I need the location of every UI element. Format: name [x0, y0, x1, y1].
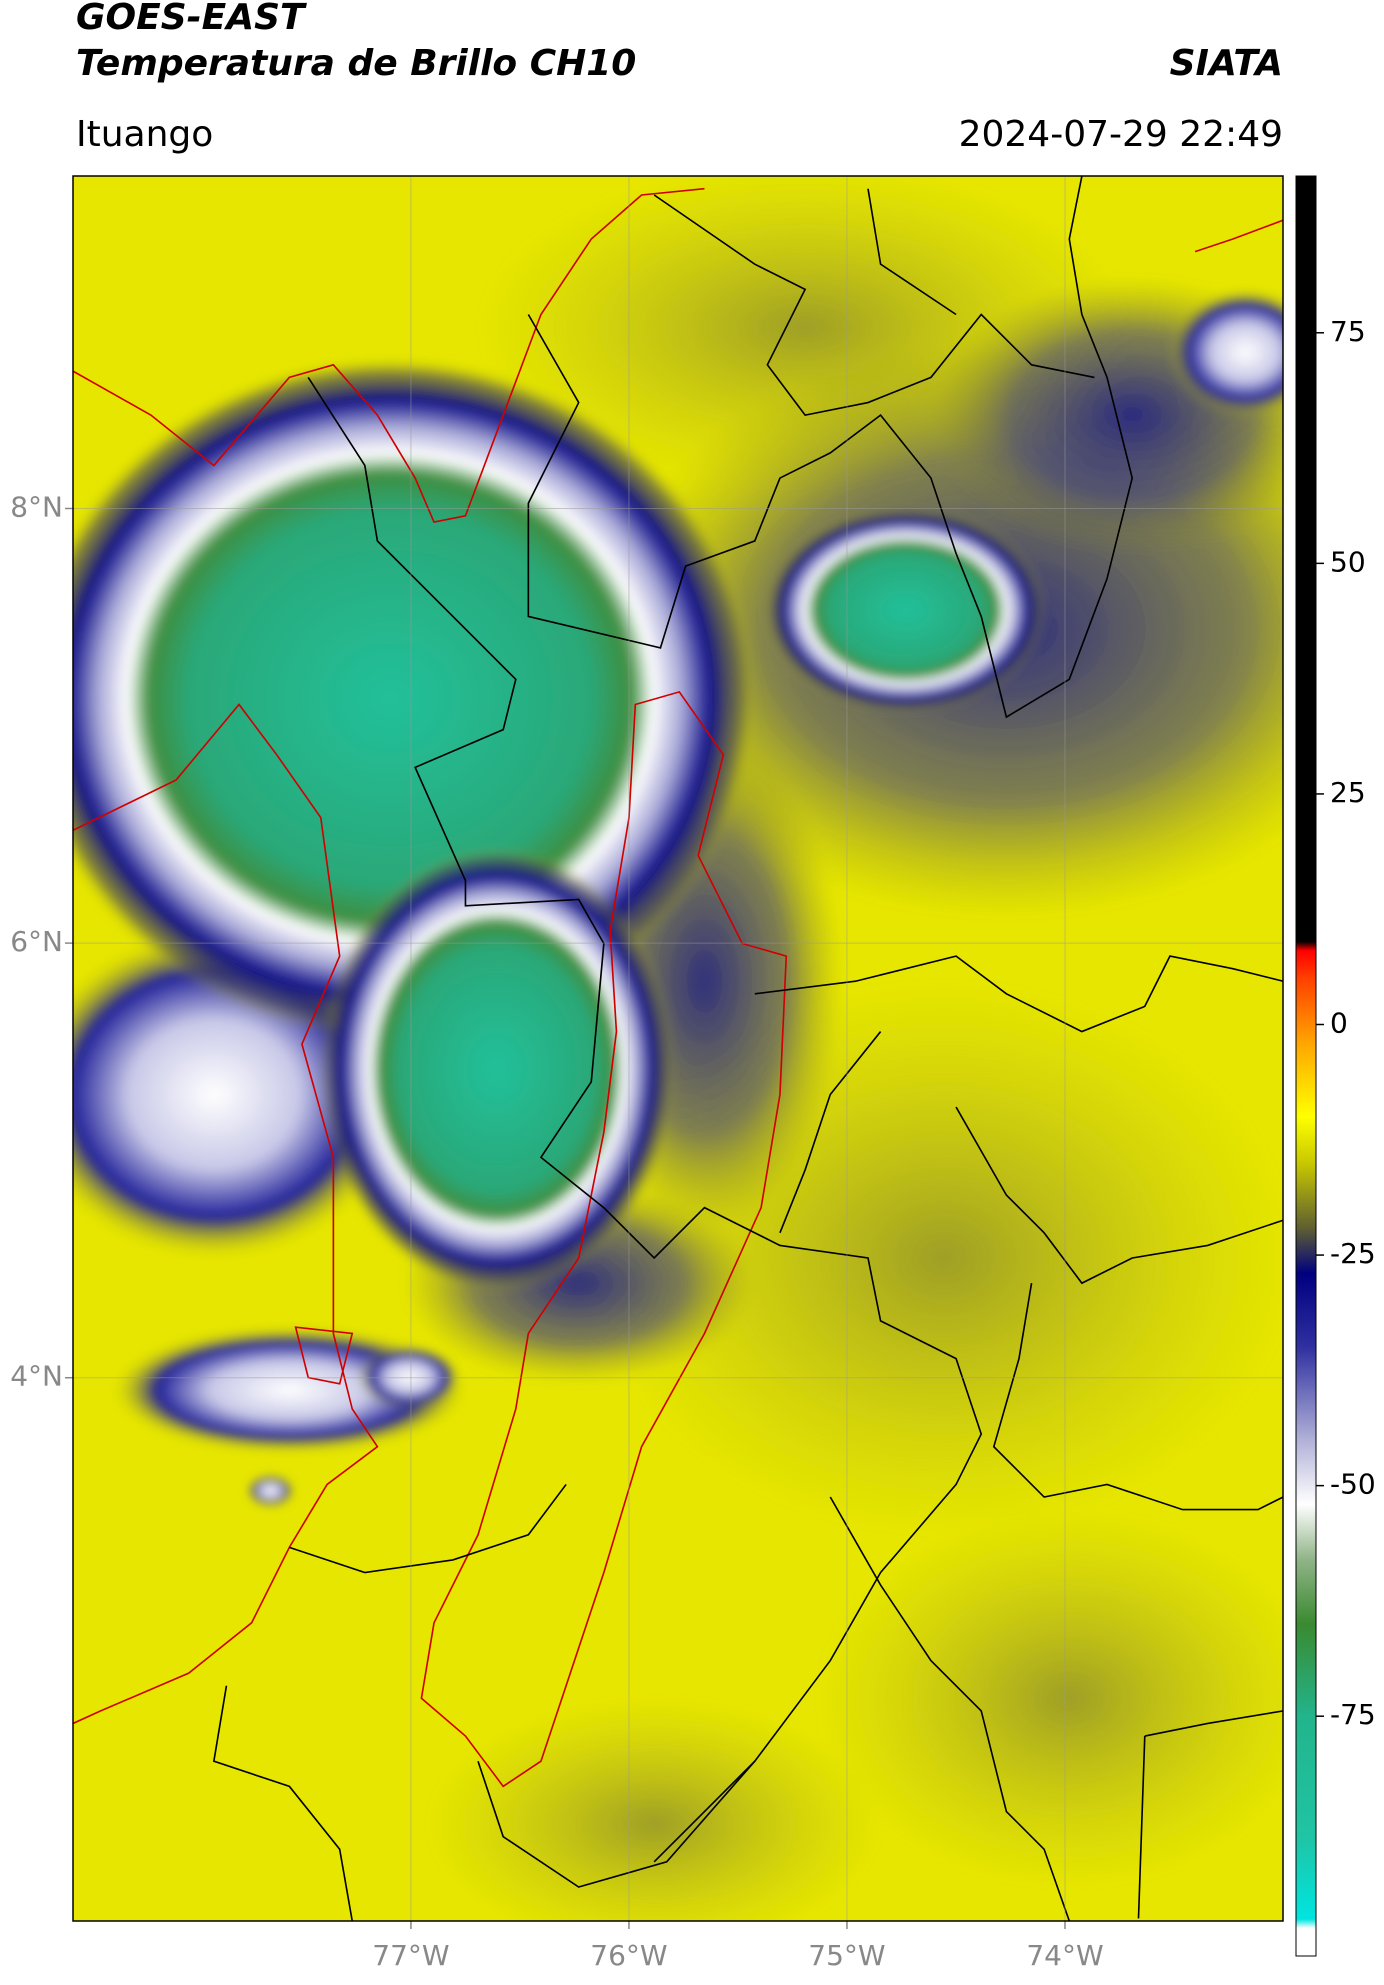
- x-tick-label: 74°W: [1026, 1939, 1103, 1972]
- colorbar-tick-label: 25: [1330, 776, 1366, 809]
- colorbar-tick-label: 75: [1330, 315, 1366, 348]
- x-tick-label: 76°W: [590, 1939, 667, 1972]
- colorbar-tick-label: -25: [1330, 1237, 1376, 1270]
- satellite-image: [73, 176, 1283, 1921]
- x-tick-label: 77°W: [372, 1939, 449, 1972]
- subtitle: Temperatura de Brillo CH10: [76, 43, 636, 84]
- map-frame: [72, 175, 1284, 1922]
- y-tick-label: 4°N: [10, 1360, 63, 1393]
- title: GOES-EAST: [76, 0, 307, 38]
- datetime: 2024-07-29 22:49: [959, 114, 1283, 155]
- y-tick-label: 6°N: [10, 925, 63, 958]
- x-tick-label: 75°W: [808, 1939, 885, 1972]
- colorbar-tick-label: -50: [1330, 1468, 1376, 1501]
- colorbar-tick-label: 0: [1330, 1006, 1348, 1039]
- colorbar-tick-label: -75: [1330, 1698, 1376, 1731]
- y-tick-label: 8°N: [10, 490, 63, 523]
- colorbar-ramp: [1295, 175, 1317, 1957]
- grid: 77°W 76°W 75°W 74°W 8°N 6°N 4°N: [10, 176, 1283, 1972]
- location: Ituango: [76, 114, 213, 155]
- agency: SIATA: [1170, 43, 1283, 84]
- colorbar-tick-label: 50: [1330, 545, 1366, 578]
- colorbar: 75 50 25 0 -25 -50 -75: [1295, 175, 1376, 1957]
